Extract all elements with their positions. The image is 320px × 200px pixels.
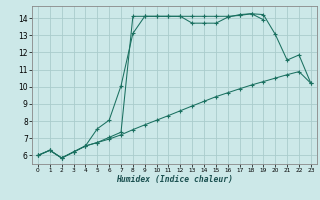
X-axis label: Humidex (Indice chaleur): Humidex (Indice chaleur) <box>116 175 233 184</box>
